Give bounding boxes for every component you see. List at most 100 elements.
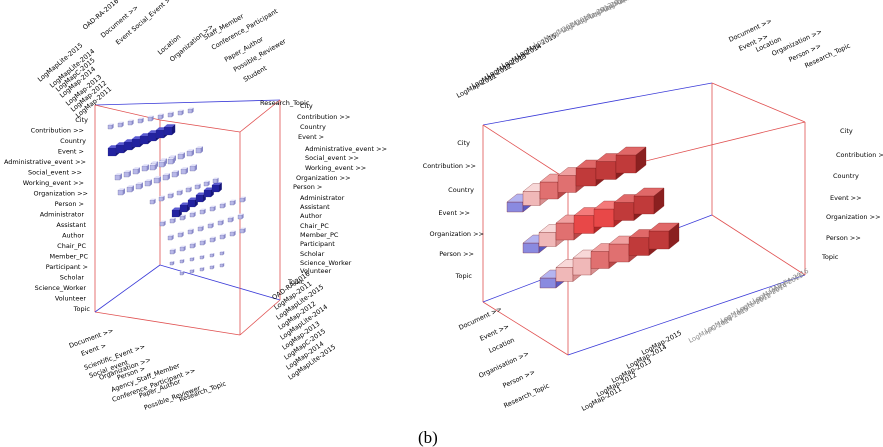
bar-segment-side: [635, 146, 647, 174]
matrix-cell: [219, 203, 225, 209]
matrix-cell: [207, 223, 213, 229]
matrix-cell-side: [147, 164, 149, 171]
matrix-cell-side: [138, 167, 140, 174]
matrix-cell: [187, 199, 196, 208]
matrix-cell-top: [151, 161, 158, 163]
matrix-cell-side: [174, 217, 176, 223]
matrix-cell: [239, 197, 245, 203]
matrix-cell-side: [173, 260, 175, 265]
right-top-label-gray: OAD-RA-2016: [616, 0, 659, 7]
matrix-cell-top: [188, 107, 194, 109]
matrix-cell-top: [187, 149, 194, 151]
left-right-label: Topic: [287, 278, 305, 286]
matrix-cell: [179, 204, 188, 213]
right-right-labels: City Contribution >> Country Event >> Organi…: [821, 127, 883, 261]
right-3d-matrix: City Contribution >> Country Event >> Organi…: [423, 0, 883, 413]
matrix-cell: [219, 234, 225, 240]
matrix-cell: [162, 174, 169, 181]
matrix-cell: [194, 184, 200, 190]
right-row-label: Country: [448, 186, 474, 194]
matrix-cell: [237, 214, 243, 220]
matrix-cell-top: [142, 164, 149, 166]
left-bottom-right-labels: OAD-RA-2016LogMap-2011LogMapLite-2015Log…: [271, 270, 338, 382]
matrix-cell: [131, 138, 141, 148]
matrix-cell-side: [222, 219, 224, 225]
matrix-cell-side: [234, 230, 236, 236]
left-row-label: City: [75, 116, 88, 124]
matrix-cell: [126, 186, 133, 193]
matrix-cell-side: [224, 233, 226, 239]
left-row-label: Scholar: [60, 274, 85, 282]
bar-segment: [633, 195, 655, 215]
bar-segment: [573, 215, 595, 234]
left-row-label: Working_event >>: [23, 179, 84, 187]
matrix-cell-side: [193, 268, 195, 273]
matrix-cell-top: [240, 227, 246, 229]
matrix-cell: [147, 116, 153, 122]
matrix-cell-side: [194, 242, 196, 248]
matrix-cell-top: [160, 220, 166, 222]
matrix-cell-top: [210, 205, 216, 207]
right-top-label-gray: LogMapLite-2015: [602, 0, 655, 14]
bar-segment: [595, 161, 617, 180]
matrix-cell-top: [128, 119, 134, 121]
matrix-cell-side: [232, 216, 234, 222]
matrix-cell: [149, 199, 155, 205]
matrix-cell: [177, 232, 183, 238]
right-right-label: Person >>: [826, 234, 861, 242]
left-right-label: Administrator: [300, 194, 345, 202]
matrix-cell-top: [158, 113, 164, 115]
matrix-cell-top: [159, 195, 165, 197]
matrix-cell: [169, 261, 174, 266]
matrix-cell-side: [202, 225, 204, 231]
matrix-cell: [229, 200, 235, 206]
matrix-cell-side: [199, 183, 201, 189]
matrix-cell-side: [173, 157, 175, 164]
matrix-cell-side: [141, 182, 143, 189]
right-row-label: Person >>: [439, 250, 474, 258]
left-right-label: Participant: [300, 240, 335, 248]
matrix-cell-top: [133, 167, 140, 169]
bar-segment: [522, 191, 541, 206]
left-bottom-left-labels: Document >>Event >Scientific_Event >>Soc…: [68, 326, 228, 411]
matrix-cell: [158, 196, 164, 202]
matrix-cell-top: [230, 199, 236, 201]
right-right-label: Event >>: [830, 194, 862, 202]
matrix-cell-top: [124, 170, 131, 172]
left-bounding-box: [94, 99, 281, 336]
matrix-cell-side: [154, 198, 156, 204]
matrix-cell-side: [201, 146, 203, 153]
matrix-cell: [179, 259, 184, 264]
bar-segment: [572, 257, 592, 276]
right-bottom-left-labels: Document >>Event >>LocationOrganisation …: [457, 305, 551, 410]
matrix-cell-top: [172, 170, 179, 172]
matrix-cell-top: [118, 121, 124, 123]
matrix-cell: [159, 221, 165, 227]
matrix-cell-side: [184, 214, 186, 220]
matrix-cell: [123, 171, 130, 178]
left-right-label: Chair_PC: [300, 222, 329, 230]
bar-segment: [539, 277, 557, 289]
matrix-cell: [189, 212, 195, 218]
right-right-label: Contribution >>: [836, 151, 883, 159]
right-row-label: Event >>: [438, 209, 470, 217]
right-bottom-left-label: Person >>: [501, 368, 536, 390]
matrix-cell: [211, 184, 220, 193]
matrix-cell: [187, 229, 193, 235]
matrix-cell: [209, 265, 214, 270]
matrix-cell-top: [178, 231, 184, 233]
matrix-cell-top: [238, 213, 244, 215]
matrix-cell: [167, 193, 173, 199]
left-row-labels: City Contribution >> Country Event > Adminis…: [4, 116, 90, 313]
matrix-cell: [186, 150, 193, 157]
matrix-cell: [167, 158, 174, 165]
matrix-cell-top: [138, 117, 144, 119]
left-right-label: Working_event >>: [305, 164, 366, 172]
matrix-cell: [171, 209, 180, 218]
matrix-cell-top: [196, 192, 206, 195]
matrix-cell-side: [213, 264, 215, 269]
matrix-cell-top: [210, 252, 215, 254]
right-bottom-left-label: Location: [487, 336, 515, 355]
right-row-label: Contribution >>: [423, 162, 476, 170]
matrix-cell-top: [115, 173, 122, 175]
